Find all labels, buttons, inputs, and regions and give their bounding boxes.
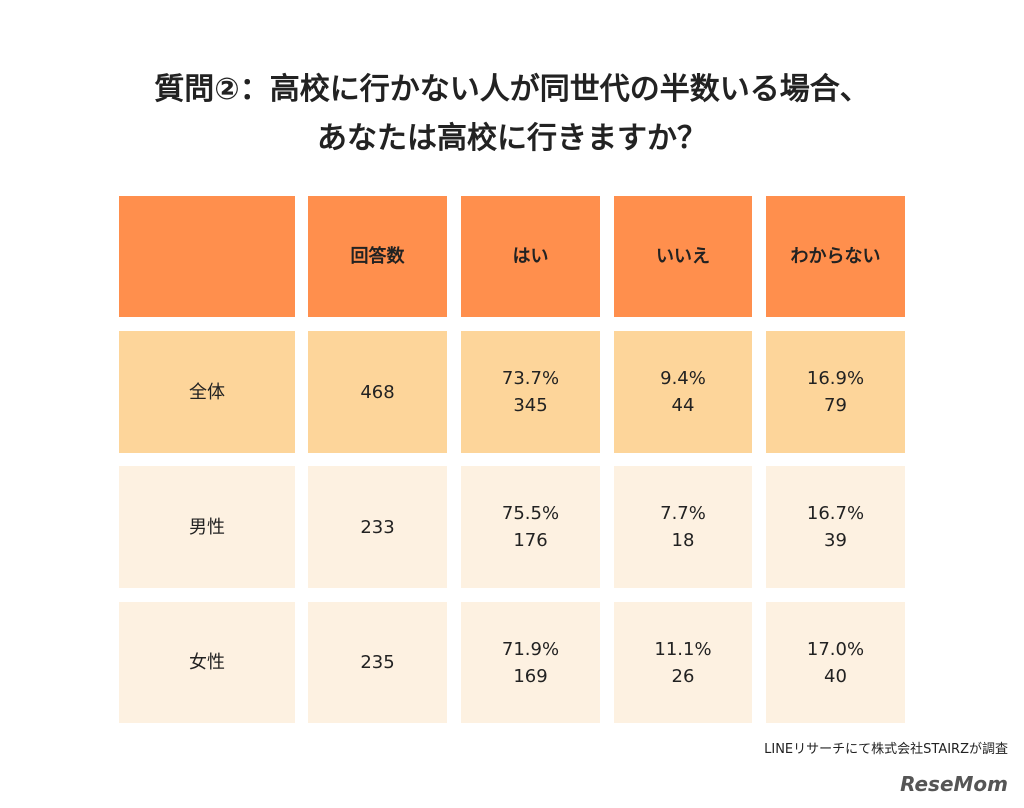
table-cell: 16.9% 79 xyxy=(766,331,905,453)
table-cell: 全体 xyxy=(119,331,295,453)
cell-text: わからない xyxy=(790,246,881,267)
table-cell: 9.4% 44 xyxy=(614,331,752,453)
cell-text: 16.7% xyxy=(806,503,865,524)
table-cell: 71.9% 169 xyxy=(461,602,600,723)
cell-text: 79 xyxy=(824,395,847,416)
cell-text: 男性 xyxy=(189,516,225,538)
cell-text: 233 xyxy=(360,516,395,538)
cell-text: 169 xyxy=(513,665,548,687)
cell-text: 176 xyxy=(513,530,548,551)
cell-text: 7.7% xyxy=(660,503,706,524)
source-note: LINEリサーチにて株式会社STAIRZが調査 xyxy=(764,742,1008,757)
cell-text: 16.9% xyxy=(806,368,865,389)
table-cell: 7.7% 18 xyxy=(614,466,752,588)
table-cell: いいえ xyxy=(614,196,752,317)
table-cell: 16.7% 39 xyxy=(766,466,905,588)
table-cell xyxy=(119,196,295,317)
table-cell: わからない xyxy=(766,196,905,317)
cell-text: 11.1% xyxy=(654,638,712,660)
table-cell: 11.1% 26 xyxy=(614,602,752,723)
cell-text: 全体 xyxy=(189,381,225,403)
table-cell: 235 xyxy=(308,602,447,723)
cell-text: 73.7% xyxy=(501,368,560,389)
title: 質問②：高校に行かない人が同世代の半数いる場合、 xyxy=(154,72,870,107)
title: あなたは高校に行きますか？ xyxy=(317,121,707,156)
cell-text: 26 xyxy=(671,665,695,687)
cell-text: 75.5% xyxy=(501,503,560,524)
cell-text: 44 xyxy=(671,395,695,416)
table-cell: 男性 xyxy=(119,466,295,588)
cell-text: はい xyxy=(512,246,549,267)
table-cell: 女性 xyxy=(119,602,295,723)
table-cell: はい xyxy=(461,196,600,317)
table-cell: 468 xyxy=(308,331,447,453)
cell-text: 女性 xyxy=(189,652,225,673)
cell-text: 345 xyxy=(513,395,548,416)
logo: ReseMom xyxy=(900,772,1008,796)
cell-text: 18 xyxy=(671,530,695,551)
cell-text: 39 xyxy=(824,530,847,551)
cell-text: 回答数 xyxy=(350,246,405,267)
table-cell: 回答数 xyxy=(308,196,447,317)
cell-text: 40 xyxy=(824,665,847,687)
cell-text: 9.4% xyxy=(660,368,706,389)
table-cell: 73.7% 345 xyxy=(461,331,600,453)
cell-text: 71.9% xyxy=(501,638,560,660)
cell-text: 468 xyxy=(360,381,395,403)
cell-text: いいえ xyxy=(656,246,710,267)
table-cell: 17.0% 40 xyxy=(766,602,905,723)
cell-text: 235 xyxy=(360,652,395,673)
cell-text: 17.0% xyxy=(806,638,865,660)
table-cell: 75.5% 176 xyxy=(461,466,600,588)
table-cell: 233 xyxy=(308,466,447,588)
